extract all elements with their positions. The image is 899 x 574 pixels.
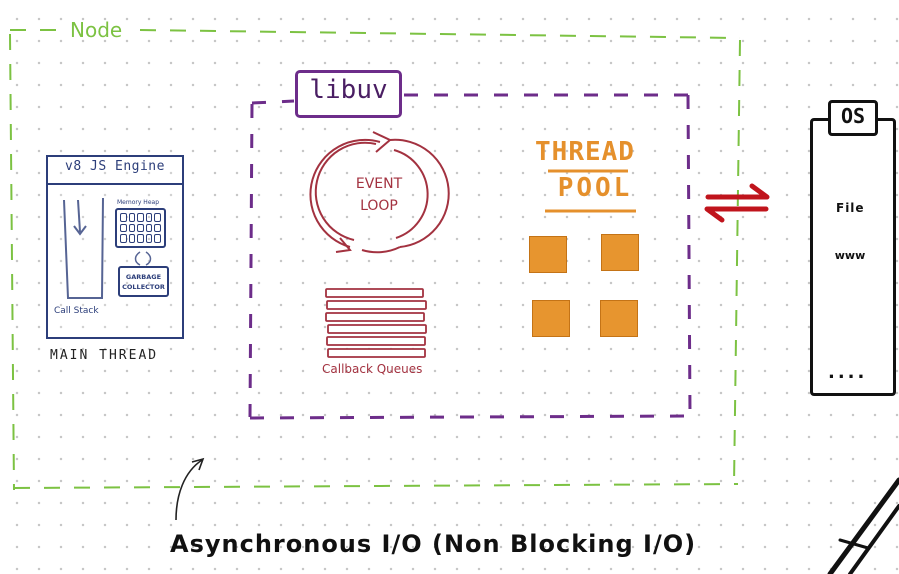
thread-worker xyxy=(601,234,639,271)
memory-cell xyxy=(137,213,144,222)
main-thread-label: MAIN THREAD xyxy=(50,348,159,363)
stand-decoration xyxy=(827,477,899,574)
garbage-collector-box: GARBAGE COLLECTOR xyxy=(118,266,169,297)
www-label: www xyxy=(834,249,866,262)
thread-pool-title-line2: POOL xyxy=(557,173,633,203)
heap-gc-arrows-icon xyxy=(134,251,152,266)
node-label: Node xyxy=(70,18,123,42)
memory-cell xyxy=(145,223,153,233)
memory-cell xyxy=(120,234,127,243)
curved-pointer-arrow-icon xyxy=(175,457,205,521)
callback-queues-label: Callback Queues xyxy=(322,362,423,376)
node-boundary xyxy=(9,29,741,491)
call-stack-label: Call Stack xyxy=(54,306,99,316)
thread-pool-underline xyxy=(545,169,636,213)
memory-cell xyxy=(128,213,136,222)
caption-async-io: Asynchronous I/O (Non Blocking I/O) xyxy=(170,530,697,558)
memory-cell xyxy=(120,223,127,233)
memory-cell xyxy=(120,213,127,222)
memory-cell xyxy=(154,213,161,222)
swap-arrows-icon xyxy=(704,183,770,223)
memory-cell xyxy=(128,223,136,233)
v8-engine-title: v8 JS Engine xyxy=(65,159,165,174)
memory-cell xyxy=(137,234,144,243)
file-label: File xyxy=(836,201,865,215)
thread-pool-title-line1: THREAD xyxy=(535,137,635,167)
memory-cell xyxy=(145,213,153,222)
thread-worker xyxy=(600,300,638,337)
memory-cell xyxy=(145,234,153,243)
libuv-boundary xyxy=(248,93,692,420)
callback-queues-icon xyxy=(325,288,427,358)
call-stack-icon xyxy=(63,197,104,299)
memory-cell xyxy=(154,234,161,243)
thread-worker xyxy=(532,300,570,337)
event-loop-label: EVENT LOOP xyxy=(355,176,403,214)
cycle-arrows-icon xyxy=(309,131,450,254)
more-ellipsis: .... xyxy=(828,362,868,383)
memory-cell xyxy=(137,223,144,233)
os-panel xyxy=(810,118,896,396)
os-title-box xyxy=(828,100,878,136)
thread-worker xyxy=(529,236,567,273)
libuv-title: libuv xyxy=(309,75,388,105)
memory-heap-label: Memory Heap xyxy=(117,199,159,206)
memory-cell xyxy=(128,234,136,243)
os-title: OS xyxy=(840,104,866,128)
memory-heap-grid xyxy=(115,208,166,248)
memory-cell xyxy=(154,223,161,233)
v8-divider xyxy=(48,183,182,185)
libuv-title-box xyxy=(295,70,402,118)
